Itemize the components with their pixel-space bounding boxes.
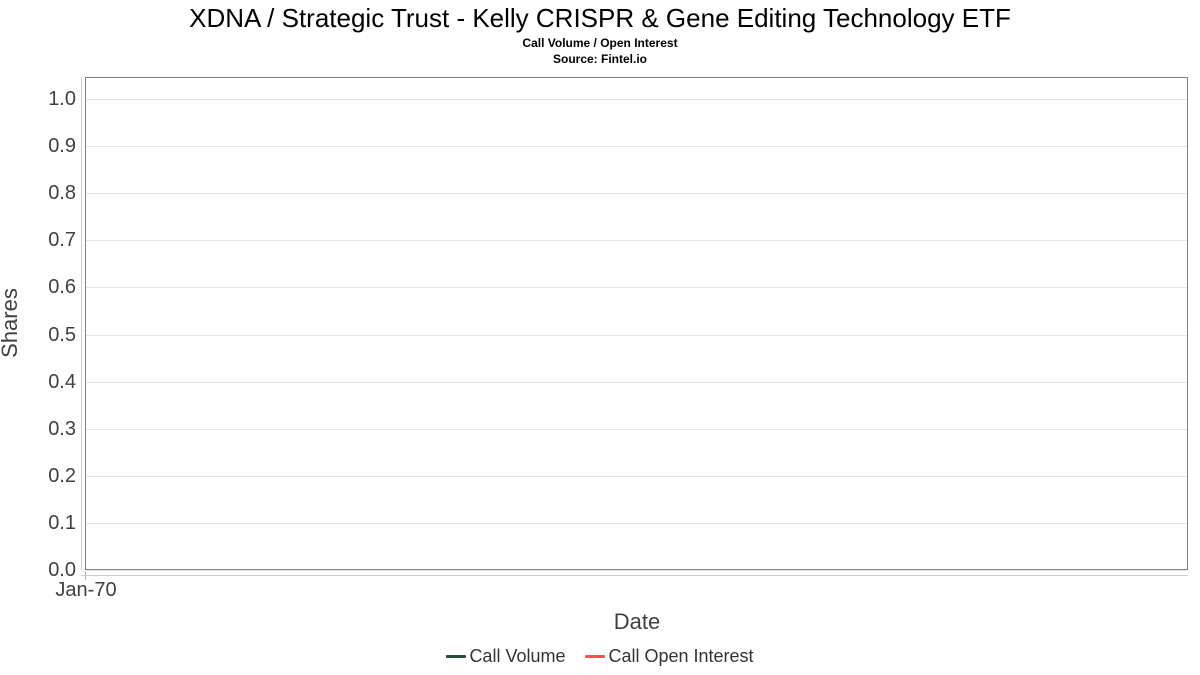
h-gridline — [86, 99, 1187, 100]
h-gridline — [86, 146, 1187, 148]
h-gridline — [86, 193, 1187, 195]
legend-item-call-volume[interactable]: Call Volume — [446, 646, 565, 668]
y-tick-label: 1.0 — [48, 88, 76, 110]
x-tick-label: Jan-70 — [55, 579, 117, 601]
y-tick-label: 0.5 — [48, 323, 76, 346]
x-axis-title: Date — [613, 609, 661, 634]
y-axis-line — [81, 77, 82, 570]
h-gridline — [86, 240, 1187, 242]
y-tick-label: 0.8 — [48, 182, 76, 205]
y-tick-label: 0.4 — [48, 370, 76, 393]
h-gridline — [86, 570, 1187, 571]
plot-area — [85, 77, 1188, 571]
chart-subtitle: Call Volume / Open Interest — [522, 36, 678, 50]
h-gridline — [86, 381, 1187, 383]
legend-label: Call Open Interest — [608, 646, 754, 666]
legend-label: Call Volume — [469, 646, 566, 666]
h-gridline — [86, 334, 1187, 336]
y-tick-label: 0.2 — [48, 464, 76, 487]
y-tick-label: 0.0 — [48, 559, 76, 581]
h-gridline — [86, 522, 1187, 524]
y-tick-label: 0.7 — [48, 229, 76, 252]
legend-item-call-open-interest[interactable]: Call Open Interest — [585, 646, 754, 668]
y-tick-label: 0.6 — [48, 276, 76, 299]
x-axis-line — [81, 575, 1188, 576]
chart-title: XDNA / Strategic Trust - Kelly CRISPR & … — [189, 3, 1011, 33]
y-axis-title: Shares — [0, 288, 22, 358]
chart-source: Source: Fintel.io — [552, 52, 647, 66]
h-gridline — [86, 428, 1187, 430]
h-gridline — [86, 287, 1187, 289]
y-tick-label: 0.9 — [48, 135, 76, 158]
legend: Call Volume Call Open Interest — [0, 646, 1200, 668]
x-tick-mark — [85, 571, 86, 580]
legend-line-icon — [446, 655, 467, 659]
legend-line-icon — [585, 655, 606, 659]
y-tick-label: 0.1 — [48, 511, 76, 534]
y-tick-label: 0.3 — [48, 417, 76, 440]
h-gridline — [86, 475, 1187, 477]
